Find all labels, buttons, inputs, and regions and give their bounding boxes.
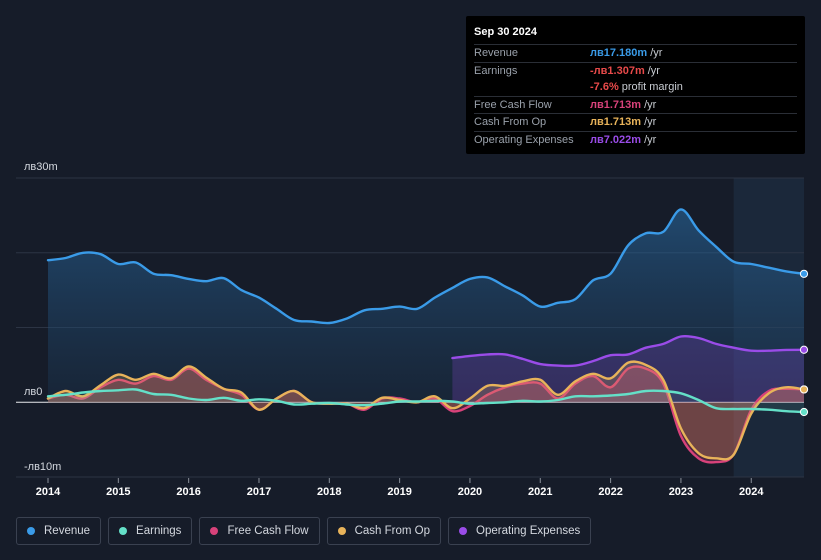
- x-tick-label: 2022: [598, 486, 622, 498]
- tooltip-row-opex: Operating Expenses лв7.022m /yr: [474, 130, 797, 149]
- legend-dot-icon: [337, 527, 346, 535]
- tooltip-unit: profit margin: [621, 81, 683, 94]
- x-tick-label: 2017: [247, 486, 271, 498]
- tooltip-date: Sep 30 2024: [474, 26, 537, 38]
- legend-item-cash-from-op[interactable]: Cash From Op: [326, 517, 442, 545]
- x-tick-label: 2020: [458, 486, 482, 498]
- tooltip-value: лв1.713m: [590, 98, 642, 111]
- x-tick-label: 2018: [317, 486, 341, 498]
- tooltip-unit: /yr: [644, 116, 657, 129]
- series-group: [46, 208, 809, 464]
- legend-item-earnings[interactable]: Earnings: [108, 517, 193, 545]
- tooltip-value: лв17.180m: [590, 47, 648, 59]
- legend-label: Free Cash Flow: [227, 525, 309, 537]
- operating-expenses-line: [451, 334, 806, 368]
- x-tick-label: 2021: [528, 486, 552, 498]
- tooltip-unit: /yr: [650, 47, 663, 59]
- x-tick-label: 2024: [739, 486, 764, 498]
- tooltip-unit: /yr: [644, 98, 657, 111]
- earnings-line: [46, 388, 806, 414]
- revenue-end-point: [799, 269, 809, 278]
- tooltip-label: Operating Expenses: [474, 133, 574, 146]
- revenue-line: [46, 208, 806, 325]
- cash-from-op-line: [46, 360, 806, 461]
- tooltip-value: -7.6%: [590, 81, 619, 94]
- legend-label: Cash From Op: [354, 525, 431, 537]
- y-label-top: лв30m: [24, 161, 58, 173]
- tooltip-row-revenue: Revenue лв17.180m /yr: [474, 44, 797, 62]
- tooltip-unit: /yr: [644, 133, 657, 146]
- y-label-bottom: -лв10m: [24, 461, 61, 473]
- x-tick-label: 2016: [176, 486, 200, 498]
- legend-dot-icon: [27, 527, 35, 535]
- tooltip-label: Cash From Op: [474, 116, 547, 129]
- tooltip-value: -лв1.307m: [590, 64, 645, 77]
- x-axis: 2014 2015 2016 2017 2018 2019 2020 2021 2022 2023…: [36, 478, 764, 498]
- tooltip-label: Revenue: [474, 47, 519, 59]
- tooltip-panel: Sep 30 2024 Revenue лв17.180m /yr Earnin…: [466, 16, 805, 154]
- x-tick-label: 2014: [36, 486, 61, 498]
- legend-item-free-cash-flow[interactable]: Free Cash Flow: [199, 517, 320, 545]
- y-label-zero: лв0: [24, 386, 42, 398]
- legend: Revenue Earnings Free Cash Flow Cash Fro…: [16, 517, 598, 547]
- cash-from-op-area: [48, 361, 804, 460]
- legend-label: Revenue: [44, 525, 91, 537]
- tooltip-unit: /yr: [647, 64, 660, 77]
- tooltip-row-cfo: Cash From Op лв1.713m /yr: [474, 113, 797, 131]
- legend-dot-icon: [119, 527, 128, 535]
- tooltip-value: лв7.022m: [590, 133, 642, 146]
- tooltip-row-earnings: Earnings -лв1.307m /yr: [474, 61, 797, 80]
- cash-from-op-end-point: [799, 385, 809, 394]
- x-tick-label: 2023: [669, 486, 693, 498]
- legend-dot-icon: [459, 527, 468, 535]
- legend-item-revenue[interactable]: Revenue: [16, 517, 102, 545]
- tooltip-value: лв1.713m: [590, 116, 642, 129]
- legend-label: Earnings: [136, 525, 182, 537]
- legend-dot-icon: [210, 527, 219, 535]
- tooltip-label: Free Cash Flow: [474, 98, 552, 111]
- legend-item-operating-expenses[interactable]: Operating Expenses: [448, 517, 592, 545]
- free-cash-flow-area: [48, 366, 804, 463]
- legend-label: Operating Expenses: [476, 525, 581, 537]
- tooltip-label: Earnings: [474, 64, 518, 77]
- operating-expenses-end-point: [799, 345, 809, 354]
- tooltip-label: [474, 79, 590, 96]
- x-tick-label: 2019: [387, 486, 411, 498]
- x-tick-label: 2015: [106, 486, 130, 498]
- earnings-end-point: [799, 407, 809, 417]
- tooltip-row-fcf: Free Cash Flow лв1.713m /yr: [474, 95, 797, 114]
- tooltip-row-margin: -7.6% profit margin: [474, 79, 797, 96]
